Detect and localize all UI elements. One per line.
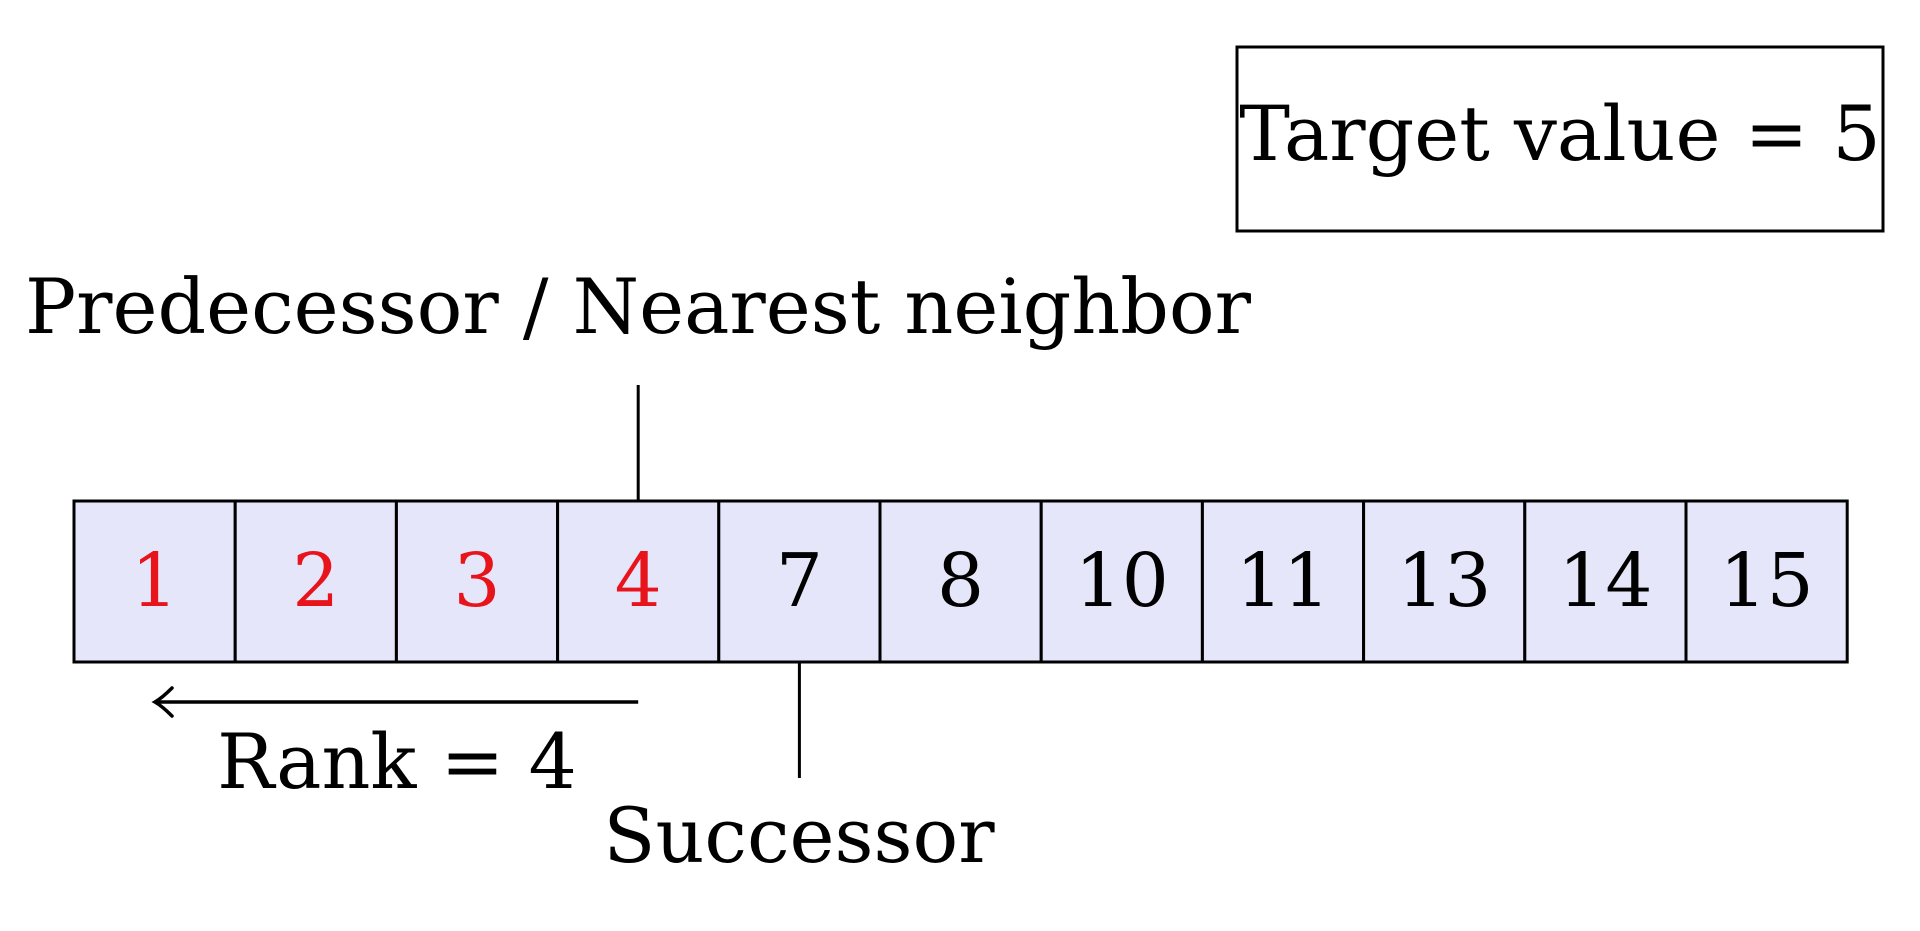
- array-cell-box: [717, 499, 882, 664]
- array-cell-value: 15: [1720, 538, 1814, 624]
- target-value-text: Target value = 5: [1239, 89, 1881, 178]
- array-cell-box: [1200, 499, 1366, 664]
- array-cell: 11: [1200, 499, 1366, 664]
- array-cell-value: 10: [1075, 538, 1169, 624]
- rank-arrow-head: [151, 686, 174, 718]
- array-cell: 15: [1684, 499, 1849, 664]
- array-cell-value: 1: [131, 538, 178, 624]
- successor-label: Successor: [603, 791, 995, 880]
- array-cell: 3: [394, 499, 560, 664]
- sorted-array: 1 2 3 4 7 8 10 11 13 14 15: [72, 499, 1849, 664]
- array-cell: 2: [233, 499, 398, 664]
- array-cell-value: 14: [1558, 538, 1652, 624]
- array-cell-box: [72, 499, 237, 664]
- array-cell: 14: [1523, 499, 1688, 664]
- array-cell-box: [1523, 499, 1688, 664]
- array-cell: 1: [72, 499, 237, 664]
- array-cell-value: 7: [776, 538, 823, 624]
- array-cell-box: [1684, 499, 1849, 664]
- array-cell-value: 3: [453, 538, 500, 624]
- rank-arrow: [151, 686, 639, 718]
- array-cell: 4: [556, 499, 721, 664]
- array-cell-value: 2: [292, 538, 339, 624]
- array-cell: 8: [878, 499, 1043, 664]
- array-cell-value: 4: [615, 538, 662, 624]
- rank-label: Rank = 4: [217, 717, 577, 806]
- array-cell-value: 13: [1397, 538, 1491, 624]
- predecessor-label: Predecessor / Nearest neighbor: [25, 262, 1252, 351]
- target-value-frame: [1235, 45, 1885, 233]
- array-cell-value: 8: [937, 538, 984, 624]
- array-cell-value: 11: [1236, 538, 1330, 624]
- array-cell: 13: [1362, 499, 1527, 664]
- array-cell-box: [1362, 499, 1527, 664]
- array-cell: 10: [1039, 499, 1204, 664]
- array-cell: 7: [717, 499, 882, 664]
- array-cell-box: [233, 499, 398, 664]
- target-value-box: Target value = 5: [1235, 45, 1885, 233]
